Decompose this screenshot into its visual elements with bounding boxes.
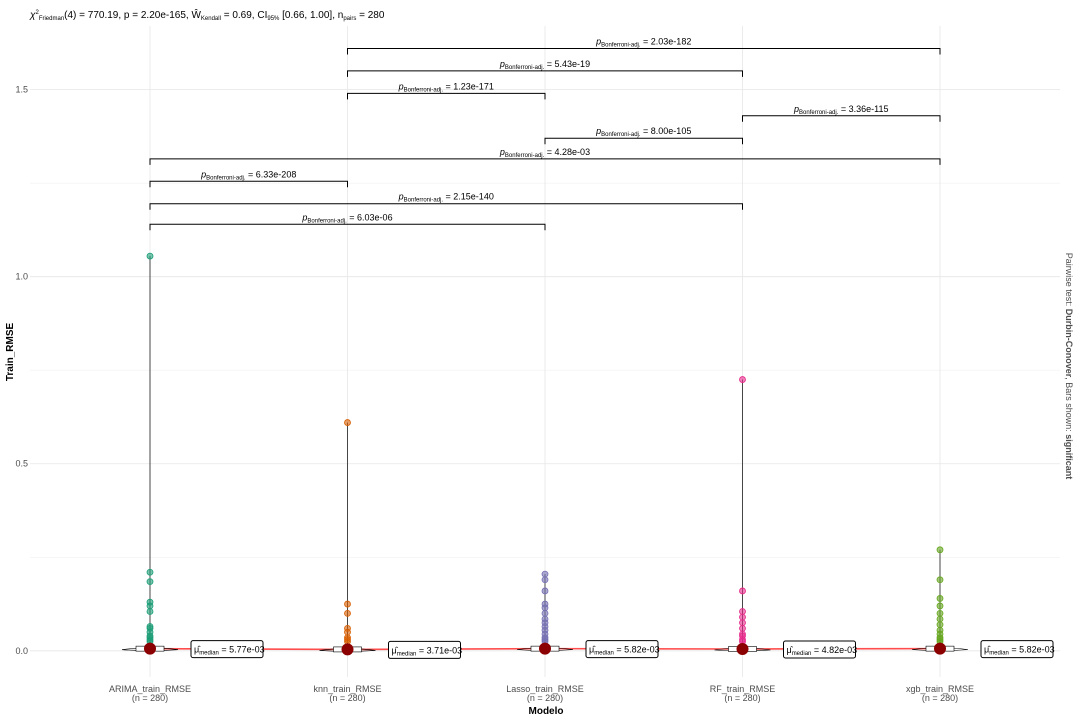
- median-label-box: [388, 640, 461, 659]
- data-point: [739, 608, 746, 615]
- median-label: μ̂median = 5.82e-03: [984, 645, 1055, 657]
- p-value-label: pBonferroni-adj. = 8.00e-105: [595, 126, 691, 138]
- data-point: [344, 609, 351, 617]
- median-point: [539, 642, 551, 655]
- significance-bracket: [149, 203, 743, 210]
- p-value-label: pBonferroni-adj. = 2.03e-182: [595, 36, 691, 48]
- p-value-label: pBonferroni-adj. = 2.15e-140: [398, 192, 494, 204]
- data-point: [936, 576, 944, 584]
- data-point: [739, 587, 746, 595]
- significance-bracket: [347, 92, 546, 100]
- chart-subtitle-statistics: χ2Friedman(4) = 770.19, p = 2.20e-165, Ŵ…: [29, 8, 385, 22]
- data-point: [146, 578, 154, 585]
- data-point: [146, 568, 154, 576]
- p-value-label: pBonferroni-adj. = 3.36e-115: [793, 104, 889, 116]
- median-label-box: [585, 640, 659, 659]
- median-point: [934, 642, 946, 655]
- data-point: [936, 595, 944, 602]
- p-value-label: pBonferroni-adj. = 1.23e-171: [398, 81, 494, 93]
- median-label: μ̂median = 3.71e-03: [392, 645, 463, 657]
- median-label-box: [783, 640, 856, 659]
- data-point: [541, 604, 549, 612]
- data-point: [541, 576, 549, 584]
- significance-bracket: [544, 137, 743, 145]
- p-value-label: pBonferroni-adj. = 4.28e-03: [499, 147, 590, 159]
- data-point: [541, 609, 549, 617]
- y-tick-label: 1.0: [15, 272, 28, 282]
- data-point: [739, 619, 746, 627]
- data-point: [146, 602, 154, 610]
- data-point: [739, 376, 746, 383]
- x-tick-label: RF_train_RMSE: [710, 684, 776, 694]
- y-tick-label: 0.0: [15, 646, 28, 656]
- x-tick-label: knn_train_RMSE: [313, 684, 381, 694]
- data-point: [936, 602, 944, 610]
- x-axis-title: Modelo: [529, 706, 564, 717]
- median-label: μ̂median = 4.82e-03: [787, 645, 858, 657]
- data-point: [541, 587, 549, 595]
- x-tick-count: (n = 280): [724, 693, 760, 703]
- x-tick-label: xgb_train_RMSE: [906, 684, 974, 694]
- data-point: [541, 570, 549, 578]
- median-label: μ̂median = 5.77e-03: [194, 645, 265, 657]
- significance-bracket: [149, 158, 941, 165]
- chart-caption: Pairwise test: Durbin-Conover, Bars show…: [1064, 253, 1074, 480]
- data-point: [936, 615, 944, 623]
- x-tick-count: (n = 280): [922, 693, 958, 703]
- p-value-label: pBonferroni-adj. = 5.43e-19: [499, 59, 590, 71]
- x-tick-count: (n = 280): [527, 693, 563, 703]
- data-point: [936, 621, 944, 629]
- p-value-label: pBonferroni-adj. = 6.03e-06: [301, 212, 392, 224]
- median-label: μ̂median = 5.82e-03: [589, 645, 660, 657]
- median-point: [736, 643, 749, 656]
- data-point: [739, 613, 746, 621]
- y-tick-label: 0.5: [15, 459, 28, 469]
- significance-bracket: [347, 70, 743, 77]
- data-point: [146, 608, 154, 615]
- significance-bracket: [149, 223, 546, 231]
- median-point: [341, 643, 354, 656]
- p-value-label: pBonferroni-adj. = 6.33e-208: [200, 169, 296, 181]
- significance-bracket: [347, 47, 941, 55]
- data-point: [344, 628, 351, 636]
- data-point: [739, 624, 746, 632]
- data-point: [936, 609, 944, 617]
- y-axis-title: Train_RMSE: [5, 323, 16, 382]
- median-point: [144, 642, 156, 655]
- x-tick-label: Lasso_train_RMSE: [506, 684, 584, 694]
- significance-bracket: [149, 180, 348, 188]
- y-tick-label: 1.5: [15, 85, 28, 95]
- data-point: [146, 252, 154, 260]
- median-label-box: [190, 640, 264, 659]
- data-point: [344, 600, 351, 608]
- x-tick-count: (n = 280): [329, 693, 365, 703]
- label-layer: 0.0 0.5 1.0 1.5 μ̂median = 5.77e-03 ARIMA_tra…: [15, 36, 1054, 703]
- significance-bracket: [742, 115, 941, 122]
- bracket-layer: [149, 47, 941, 231]
- median-label-box: [980, 640, 1054, 659]
- data-point: [936, 546, 944, 554]
- data-point: [344, 419, 351, 426]
- x-tick-count: (n = 280): [132, 693, 168, 703]
- x-tick-label: ARIMA_train_RMSE: [109, 684, 191, 694]
